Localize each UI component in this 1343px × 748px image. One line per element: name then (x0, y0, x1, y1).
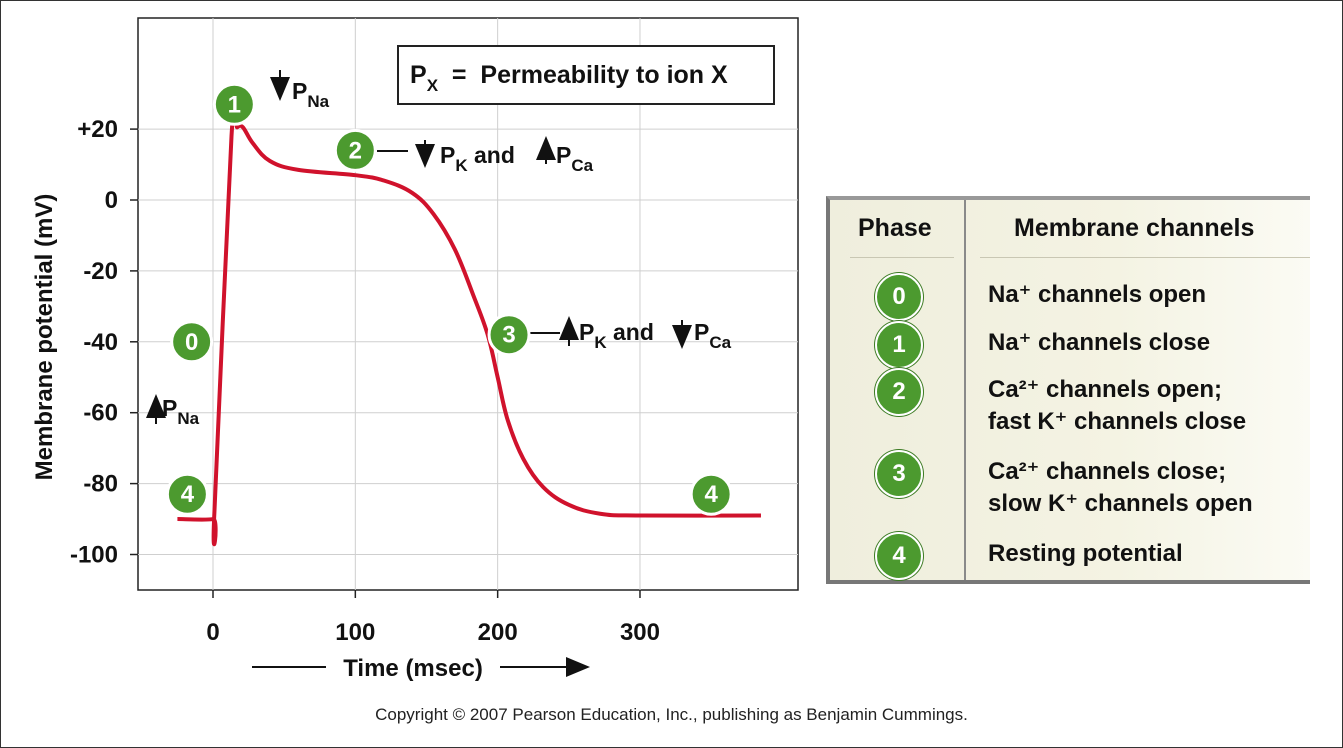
y-tick-label: -20 (83, 258, 118, 285)
x-axis-title-group: Time (msec) (252, 655, 590, 682)
action-potential-curve (177, 101, 761, 547)
phase-marker-label: 3 (502, 322, 515, 349)
table-phase-badge-1: 1 (875, 321, 923, 369)
phase-marker-circle (212, 82, 256, 126)
phase-marker-label: 1 (228, 91, 241, 118)
phase3-ca-sub: Ca (709, 333, 731, 352)
phase-marker-0: 0 (170, 320, 214, 364)
axis-ticks: 0 100 200 300 +20 0 -20 -40 -60 -80 -100 (70, 116, 660, 646)
phase2-and: and (468, 142, 522, 168)
phase-marker-2: 2 (333, 128, 377, 172)
phase3-annotation: PK and PCa (530, 316, 732, 352)
phase-marker-circle (333, 128, 377, 172)
phase-marker-4: 4 (689, 472, 733, 516)
y-tick-label: -80 (83, 471, 118, 498)
table-phase-badge-2: 2 (875, 368, 923, 416)
table-row-text: Na⁺ channels open (988, 281, 1207, 308)
table-divider (964, 200, 966, 580)
svg-text:PNa: PNa (162, 395, 200, 428)
table-row-text-line2: slow K⁺ channels open (988, 490, 1253, 517)
table-row-text: Resting potential (988, 540, 1183, 567)
x-tick-label: 100 (335, 619, 375, 646)
y-tick-label: -100 (70, 542, 118, 569)
channels-column-header: Membrane channels (1014, 214, 1255, 242)
svg-text:PNa: PNa (292, 78, 330, 111)
channels-header-rule (980, 257, 1310, 258)
svg-text:PX = Permeability to ion X: PX = Permeability to ion X (410, 61, 728, 95)
phase-marker-3: 3 (487, 313, 531, 357)
phase2-pca: P (556, 142, 571, 168)
phase-marker-label: 0 (185, 329, 198, 356)
phase-markers: 0 1 2 3 4 4 (165, 82, 733, 516)
x-tick-label: 0 (206, 619, 219, 646)
phase-marker-label: 4 (181, 481, 195, 508)
phase3-pk: P (579, 319, 594, 345)
phase3-pca: P (694, 319, 709, 345)
phase-marker-circle (170, 320, 214, 364)
phase2-ca-sub: Ca (571, 156, 593, 175)
y-axis-title: Membrane potential (mV) (31, 194, 58, 481)
x-axis-title: Time (msec) (343, 655, 483, 682)
table-row-text: Ca²⁺ channels close; (988, 458, 1227, 485)
svg-text:PCa: PCa (694, 319, 732, 352)
phase-marker-circle (689, 472, 733, 516)
phase-table: Phase Membrane channels 0 Na⁺ channels op… (826, 196, 1310, 584)
pna-down-sub: Na (307, 92, 329, 111)
pna-up-sub: Na (177, 409, 199, 428)
phase2-annotation: PK and PCa (377, 136, 594, 175)
svg-text:PK and: PK and (440, 142, 521, 175)
table-row-text: Ca²⁺ channels open; (988, 376, 1223, 403)
y-tick-label: 0 (105, 187, 118, 214)
copyright-text: Copyright © 2007 Pearson Education, Inc.… (375, 705, 968, 724)
phase3-and: and (607, 319, 661, 345)
legend-text: = Permeability to ion X (438, 61, 728, 89)
phase-marker-1: 1 (212, 82, 256, 126)
svg-text:PCa: PCa (556, 142, 594, 175)
phase3-k-sub: K (594, 333, 607, 352)
y-tick-label: -60 (83, 400, 118, 427)
permeability-legend-box: PX = Permeability to ion X (397, 45, 775, 105)
y-tick-label: +20 (77, 116, 118, 143)
phase-header-rule (850, 257, 954, 258)
x-tick-label: 300 (620, 619, 660, 646)
phase2-pk: P (440, 142, 455, 168)
legend-p: P (410, 61, 427, 89)
pna-down-p: P (292, 78, 307, 104)
svg-text:PK and: PK and (579, 319, 660, 352)
phase-marker-4: 4 (165, 472, 209, 516)
legend-sub: X (427, 76, 439, 95)
table-row-text: Na⁺ channels close (988, 329, 1211, 356)
phase-marker-label: 4 (704, 481, 718, 508)
phase2-k-sub: K (455, 156, 468, 175)
table-phase-badge-4: 4 (875, 532, 923, 580)
phase-marker-circle (165, 472, 209, 516)
pna-up-p: P (162, 395, 177, 421)
phase-marker-label: 2 (349, 137, 362, 164)
x-tick-label: 200 (478, 619, 518, 646)
y-tick-label: -40 (83, 329, 118, 356)
table-row-text-line2: fast K⁺ channels close (988, 408, 1247, 435)
table-phase-badge-3: 3 (875, 450, 923, 498)
pna-down-annotation: PNa (270, 70, 330, 111)
phase-column-header: Phase (858, 214, 932, 242)
table-phase-badge-0: 0 (875, 273, 923, 321)
phase-marker-circle (487, 313, 531, 357)
pna-up-annotation: PNa (146, 394, 200, 428)
